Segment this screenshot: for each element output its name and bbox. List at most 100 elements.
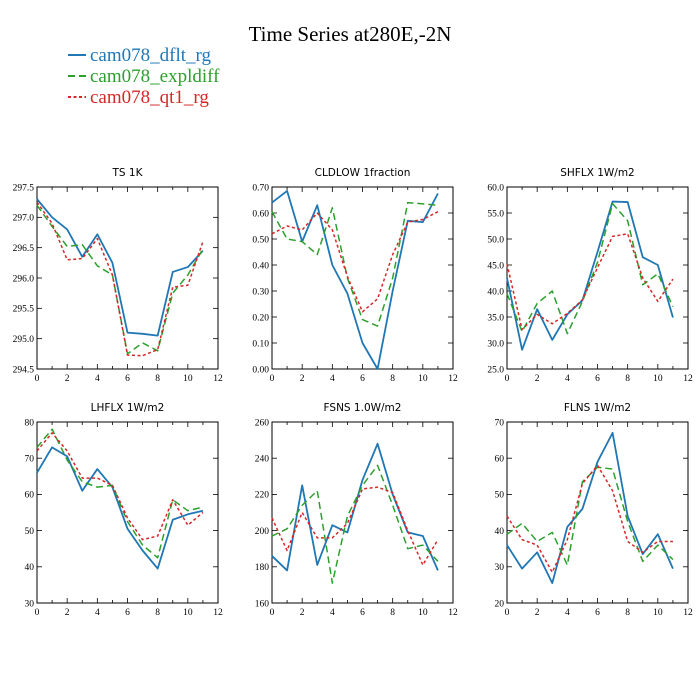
y-tick-label: 80 — [25, 418, 35, 428]
y-tick-label: 30 — [25, 599, 35, 609]
figure-title: Time Series at280E,-2N — [249, 22, 452, 46]
x-tick-label: 8 — [625, 374, 630, 384]
y-tick-label: 240 — [255, 455, 270, 465]
panel-2: CLDLOW 1fraction 0 2 4 6 8 10 12 0.00 0.10 0.20 0.3… — [252, 167, 458, 384]
y-tick-label: 200 — [255, 527, 270, 537]
y-tick-label: 50.0 — [487, 235, 504, 245]
y-tick-label: 294.5 — [13, 365, 35, 375]
x-tick-label: 0 — [270, 374, 275, 384]
panel-5: FSNS 1.0W/m2 0 2 4 6 8 10 12 160 180 200 220 240 260 — [255, 402, 458, 618]
x-tick-label: 10 — [653, 608, 663, 618]
panel-title: FLNS 1W/m2 — [564, 402, 631, 414]
x-tick-label: 6 — [360, 608, 365, 618]
x-tick-label: 4 — [95, 608, 100, 618]
x-tick-label: 0 — [505, 608, 510, 618]
y-tick-label: 0.50 — [252, 235, 269, 245]
x-tick-label: 10 — [418, 374, 428, 384]
x-tick-label: 6 — [125, 608, 130, 618]
x-tick-label: 2 — [300, 608, 305, 618]
series-line-dflt — [271, 189, 439, 370]
series-line-qt1 — [271, 486, 439, 566]
panel-3: SHFLX 1W/m2 0 2 4 6 8 10 12 25.0 30.0 35.0 40.0 45.0… — [487, 167, 693, 384]
plot-frame — [506, 421, 689, 604]
y-tick-label: 180 — [255, 563, 270, 573]
y-tick-label: 297.0 — [13, 214, 35, 224]
y-tick-label: 60.0 — [487, 183, 504, 193]
panel-title: FSNS 1.0W/m2 — [324, 402, 402, 414]
x-tick-label: 4 — [330, 608, 335, 618]
x-tick-label: 10 — [183, 374, 193, 384]
x-tick-label: 8 — [155, 374, 160, 384]
y-tick-label: 55.0 — [487, 209, 504, 219]
panel-1: TS 1K 0 2 4 6 8 10 12 294.5 295.0 295.5 296.0 296.5 2… — [13, 167, 223, 384]
y-tick-label: 295.5 — [13, 305, 35, 315]
x-tick-label: 4 — [565, 374, 570, 384]
plot-frame — [36, 421, 219, 604]
series-line-dflt — [506, 200, 674, 351]
y-tick-label: 0.70 — [252, 183, 269, 193]
x-tick-label: 6 — [360, 374, 365, 384]
x-tick-label: 4 — [565, 608, 570, 618]
x-tick-label: 6 — [595, 608, 600, 618]
legend-item-expldiff: cam078_expldiff — [68, 66, 220, 87]
x-tick-label: 2 — [300, 374, 305, 384]
y-tick-label: 60 — [495, 455, 505, 465]
legend-item-dflt: cam078_dflt_rg — [68, 45, 212, 66]
x-tick-label: 2 — [535, 608, 540, 618]
y-tick-label: 30 — [495, 563, 505, 573]
legend-label-expldiff: cam078_expldiff — [90, 66, 220, 87]
y-tick-label: 296.0 — [13, 274, 35, 284]
y-tick-label: 35.0 — [487, 313, 504, 323]
y-tick-label: 70 — [495, 418, 505, 428]
x-tick-label: 2 — [65, 608, 70, 618]
panel-6: FLNS 1W/m2 0 2 4 6 8 10 12 20 30 40 50 60 70 — [495, 402, 694, 618]
legend-label-dflt: cam078_dflt_rg — [90, 45, 212, 66]
x-tick-label: 12 — [448, 608, 458, 618]
series-line-expldiff — [271, 201, 438, 327]
series-line-expldiff — [506, 466, 674, 566]
panel-4: LHFLX 1W/m2 0 2 4 6 8 10 12 30 40 50 60 70 80 — [25, 402, 224, 618]
series-line-dflt — [36, 446, 204, 570]
x-tick-label: 0 — [505, 374, 510, 384]
y-tick-label: 40 — [495, 527, 505, 537]
series-line-qt1 — [36, 201, 204, 357]
y-tick-label: 45.0 — [487, 261, 504, 271]
panel-title: TS 1K — [112, 167, 144, 179]
plot-frame — [36, 186, 219, 370]
y-tick-label: 70 — [25, 455, 35, 465]
legend: cam078_dflt_rg cam078_expldiff cam078_qt… — [68, 45, 220, 108]
y-tick-label: 295.0 — [13, 335, 35, 345]
y-tick-label: 60 — [25, 491, 35, 501]
x-tick-label: 12 — [213, 374, 223, 384]
panels: TS 1K 0 2 4 6 8 10 12 294.5 295.0 295.5 296.0 296.5 2… — [13, 167, 693, 618]
x-tick-label: 10 — [183, 608, 193, 618]
y-tick-label: 260 — [255, 418, 270, 428]
series-line-expldiff — [506, 202, 674, 335]
x-tick-label: 8 — [390, 374, 395, 384]
series-line-qt1 — [36, 432, 204, 541]
x-tick-label: 12 — [683, 374, 693, 384]
x-tick-label: 12 — [683, 608, 693, 618]
y-tick-label: 0.30 — [252, 287, 269, 297]
series-line-qt1 — [506, 233, 674, 331]
x-tick-label: 8 — [155, 608, 160, 618]
series-line-expldiff — [36, 428, 204, 559]
y-tick-label: 296.5 — [13, 244, 35, 254]
x-tick-label: 4 — [330, 374, 335, 384]
series-line-expldiff — [36, 204, 204, 355]
x-tick-label: 8 — [625, 608, 630, 618]
y-tick-label: 50 — [25, 527, 35, 537]
y-tick-label: 297.5 — [13, 183, 35, 193]
x-tick-label: 0 — [35, 608, 40, 618]
x-tick-label: 0 — [35, 374, 40, 384]
x-tick-label: 0 — [270, 608, 275, 618]
plot-frame — [271, 421, 454, 604]
panel-title: LHFLX 1W/m2 — [91, 402, 165, 414]
legend-label-qt1: cam078_qt1_rg — [90, 87, 209, 108]
y-tick-label: 160 — [255, 599, 270, 609]
y-tick-label: 0.20 — [252, 313, 269, 323]
legend-item-qt1: cam078_qt1_rg — [68, 87, 209, 108]
y-tick-label: 40.0 — [487, 287, 504, 297]
series-line-dflt — [36, 198, 204, 337]
